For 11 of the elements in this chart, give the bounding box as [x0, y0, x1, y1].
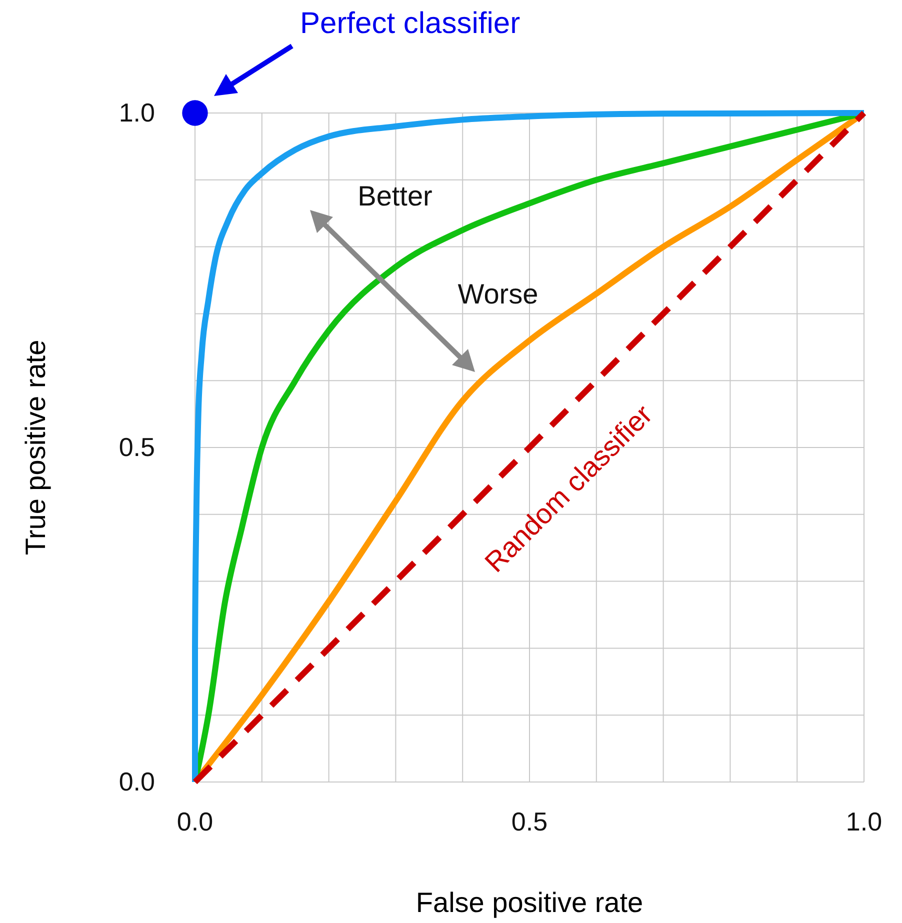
y-tick-label: 0.5 — [118, 432, 155, 462]
x-tick-label: 1.0 — [846, 806, 882, 836]
text: Perfect classifier — [300, 7, 520, 40]
y-axis-title: True positive rate — [20, 340, 51, 556]
x-axis-title: False positive rate — [416, 887, 644, 918]
x-tick-label: 0.5 — [511, 806, 548, 836]
y-tick-label: 0.0 — [118, 766, 155, 796]
y-tick-label: 1.0 — [118, 97, 155, 128]
x-tick-label: 0.0 — [176, 806, 214, 836]
annotation: Better — [358, 180, 432, 212]
annotation: Worse — [458, 278, 538, 310]
